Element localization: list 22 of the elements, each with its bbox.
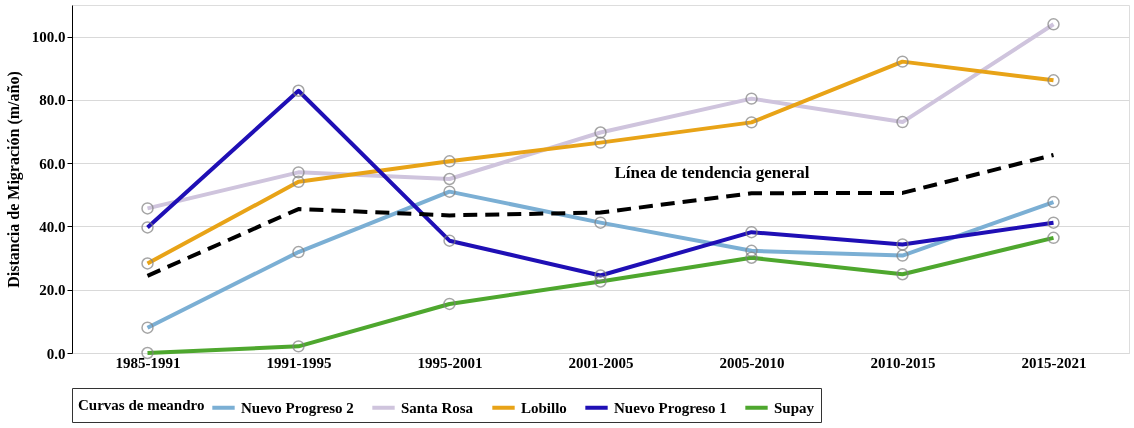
y-tick-label: 20.0 bbox=[39, 282, 66, 299]
x-tick-label: 2015-2021 bbox=[1021, 354, 1087, 371]
annotation: Línea de tendencia general bbox=[614, 163, 810, 182]
y-tick-label: 60.0 bbox=[39, 155, 66, 172]
line-series bbox=[145, 152, 1056, 278]
legend-label: Nuevo Progreso 1 bbox=[614, 399, 727, 416]
y-tick-label: 80.0 bbox=[39, 92, 66, 109]
legend-label: Nuevo Progreso 2 bbox=[241, 399, 354, 416]
x-tick-label: 2010-2015 bbox=[870, 354, 936, 371]
y-axis-title: Distancia de Migración (m/año) bbox=[4, 71, 23, 288]
y-tick-label: 0.0 bbox=[46, 345, 66, 362]
x-tick-label: 2001-2005 bbox=[568, 354, 634, 371]
legend-label: Lobillo bbox=[521, 399, 567, 416]
x-tick-label: 1995-2001 bbox=[417, 354, 483, 371]
x-tick-label: 2005-2010 bbox=[719, 354, 785, 371]
x-tick-label: 1985-1991 bbox=[115, 354, 181, 371]
legend-label: Santa Rosa bbox=[401, 399, 474, 416]
y-tick-label: 100.0 bbox=[31, 29, 66, 46]
legend-label: Supay bbox=[774, 399, 815, 416]
x-tick-label: 1991-1995 bbox=[266, 354, 332, 371]
legend-title: Curvas de meandro bbox=[78, 397, 205, 413]
y-tick-label: 40.0 bbox=[39, 218, 66, 235]
